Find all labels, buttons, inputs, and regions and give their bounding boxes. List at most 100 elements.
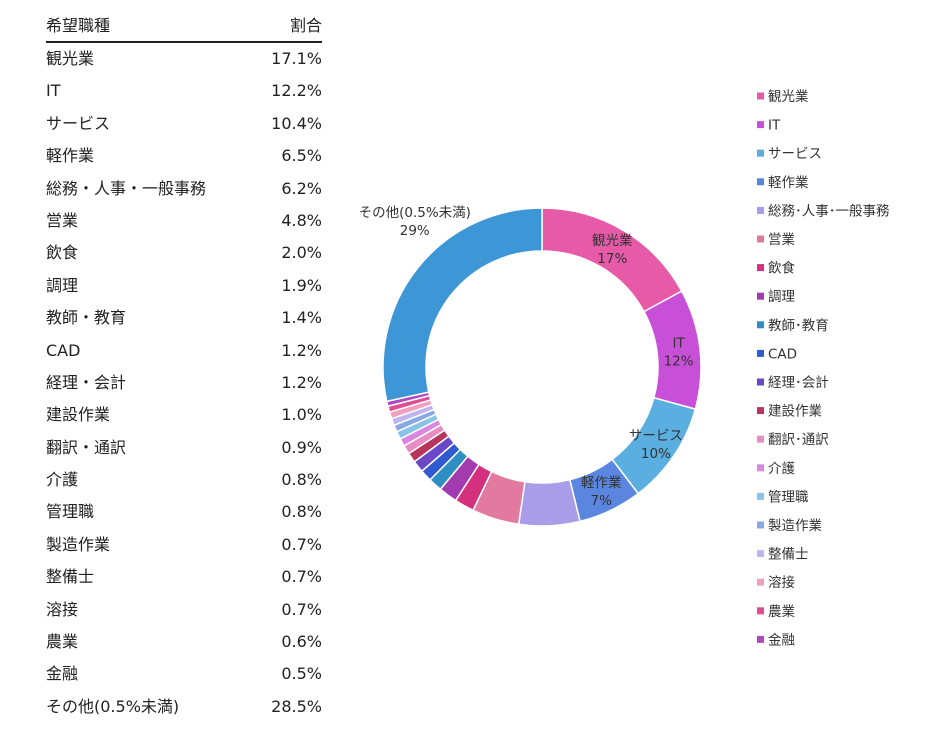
legend-swatch [757, 321, 764, 329]
table-cell-ratio: 0.8% [281, 502, 322, 522]
table-cell-ratio: 0.6% [281, 632, 322, 652]
slice-label-percent: 29% [400, 223, 430, 239]
legend-label: サービス [768, 146, 822, 162]
table-cell-job: 調理 [46, 275, 79, 295]
legend-swatch [757, 264, 764, 272]
slice-label-percent: 12% [664, 353, 694, 369]
data-table: 希望職種 割合 観光業 17.1% IT 12.2% サービス 10.4% 軽作業 6.5% 総… [46, 10, 322, 723]
table-cell-ratio: 12.2% [271, 81, 322, 101]
table-body: 観光業 17.1% IT 12.2% サービス 10.4% 軽作業 6.5% 総務・人事・一般事… [46, 43, 322, 723]
legend-swatch [757, 349, 764, 357]
table-cell-ratio: 0.8% [281, 470, 322, 490]
legend-label: 介護 [768, 461, 796, 477]
table-cell-job: 営業 [46, 210, 79, 230]
table-header: 希望職種 割合 [46, 10, 322, 43]
table-cell-ratio: 17.1% [271, 49, 322, 68]
table-cell-ratio: 4.8% [281, 210, 322, 230]
table-row: 総務・人事・一般事務 6.2% [46, 173, 322, 205]
table-cell-ratio: 1.2% [281, 372, 322, 392]
table-row: 溶接 0.7% [46, 594, 322, 626]
slice-label-percent: 10% [641, 446, 671, 462]
table-row: 整備士 0.7% [46, 561, 322, 593]
legend-swatch [757, 607, 764, 615]
legend-label: 溶接 [768, 574, 795, 591]
legend-swatch [757, 178, 764, 186]
table-row: CAD 1.2% [46, 335, 322, 367]
table-cell-job: サービス [46, 113, 111, 133]
legend-label: 金融 [768, 632, 796, 648]
donut-slice [517, 478, 581, 527]
table-cell-job: 飲食 [46, 243, 79, 263]
table-cell-ratio: 1.4% [281, 308, 322, 328]
table-cell-ratio: 0.9% [281, 437, 322, 457]
legend-label: 管理職 [768, 489, 809, 505]
legend-swatch [757, 206, 764, 214]
legend-label: 整備士 [768, 547, 809, 563]
legend-swatch [757, 235, 764, 243]
legend-swatch [757, 149, 764, 157]
table-row: 翻訳・通訳 0.9% [46, 432, 322, 464]
legend-swatch [757, 292, 764, 300]
table-cell-ratio: 1.2% [281, 340, 322, 360]
table-cell-ratio: 10.4% [271, 113, 322, 133]
legend-swatch [757, 521, 764, 529]
table-cell-job: 建設作業 [46, 405, 111, 425]
legend-swatch [757, 407, 764, 415]
legend-label: 軽作業 [768, 175, 809, 191]
table-row: 建設作業 1.0% [46, 399, 322, 431]
legend-swatch [757, 464, 764, 472]
slice-label-percent: 17% [597, 251, 627, 267]
table-cell-job: 翻訳・通訳 [46, 437, 127, 457]
header-ratio: 割合 [289, 16, 322, 35]
table-cell-job: 製造作業 [46, 534, 111, 554]
table-cell-job: 観光業 [46, 49, 95, 68]
table-cell-ratio: 0.7% [281, 599, 322, 619]
table-row: 金融 0.5% [46, 658, 322, 690]
legend-label: 営業 [768, 232, 796, 248]
table-row: 管理職 0.8% [46, 496, 322, 528]
table-cell-job: 介護 [46, 470, 79, 490]
legend-label: 教師･教育 [768, 318, 829, 334]
legend-swatch [757, 378, 764, 386]
table-cell-job: 溶接 [46, 599, 79, 619]
legend-swatch [757, 550, 764, 558]
legend-swatch [757, 492, 764, 500]
legend-swatch [757, 121, 764, 129]
table-cell-ratio: 1.0% [281, 405, 322, 425]
table-row: 営業 4.8% [46, 205, 322, 237]
table-row: 農業 0.6% [46, 626, 322, 658]
legend-label: 建設作業 [768, 404, 822, 420]
legend-label: 翻訳･通訳 [768, 432, 829, 448]
legend-label: 調理 [768, 289, 796, 305]
table-row: 教師・教育 1.4% [46, 302, 322, 334]
legend-swatch [757, 635, 764, 643]
table-cell-job: CAD [46, 340, 81, 360]
legend-swatch [757, 92, 764, 100]
table-cell-job: その他(0.5%未満) [46, 696, 180, 716]
table-cell-job: 教師・教育 [46, 308, 127, 328]
table-cell-ratio: 28.5% [271, 696, 322, 716]
slice-label-name: 軽作業 [581, 475, 622, 491]
table-row: 介護 0.8% [46, 464, 322, 496]
table-cell-ratio: 0.5% [281, 664, 322, 684]
slice-label-name: サービス [629, 428, 683, 444]
table-row: サービス 10.4% [46, 108, 322, 140]
legend-swatch [757, 578, 764, 586]
table-row: IT 12.2% [46, 75, 322, 107]
table-row: 経理・会計 1.2% [46, 367, 322, 399]
table-cell-job: IT [46, 81, 61, 101]
table-row: 観光業 17.1% [46, 43, 322, 75]
legend-label: 総務･人事･一般事務 [768, 203, 890, 219]
table-row: 飲食 2.0% [46, 237, 322, 269]
header-job-type: 希望職種 [46, 16, 111, 35]
table-row: 調理 1.9% [46, 270, 322, 302]
legend-label: 農業 [768, 604, 796, 620]
table-cell-job: 金融 [46, 664, 79, 684]
legend-label: CAD [768, 346, 797, 362]
slice-label-name: その他(0.5%未満) [359, 205, 471, 221]
legend-label: 製造作業 [768, 518, 822, 534]
legend-swatch [757, 435, 764, 443]
table-cell-job: 軽作業 [46, 146, 95, 166]
table-cell-ratio: 1.9% [281, 275, 322, 295]
